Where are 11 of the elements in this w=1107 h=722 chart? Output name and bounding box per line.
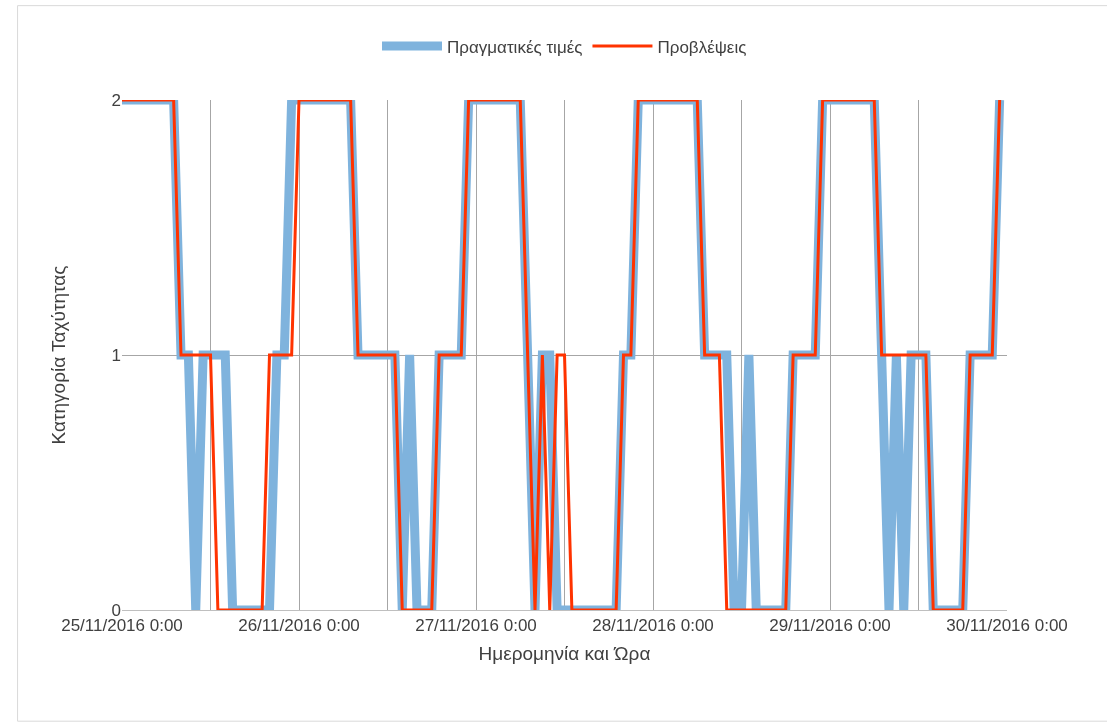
x-tick-label: 30/11/2016 0:00 — [946, 616, 1068, 636]
y-tick-label: 1 — [111, 345, 121, 365]
x-tick-label: 26/11/2016 0:00 — [238, 616, 360, 636]
x-tick-label: 29/11/2016 0:00 — [769, 616, 891, 636]
x-axis-title: Ημερομηνία και Ώρα — [478, 643, 651, 665]
legend-label: Προβλέψεις — [657, 37, 747, 57]
y-tick-label: 2 — [111, 90, 121, 110]
legend-label: Πραγματικές τιμές — [447, 37, 583, 57]
x-tick-label: 28/11/2016 0:00 — [592, 616, 714, 636]
x-tick-label: 27/11/2016 0:00 — [415, 616, 537, 636]
y-axis-title: Κατηγορία Ταχύτητας — [48, 265, 70, 445]
